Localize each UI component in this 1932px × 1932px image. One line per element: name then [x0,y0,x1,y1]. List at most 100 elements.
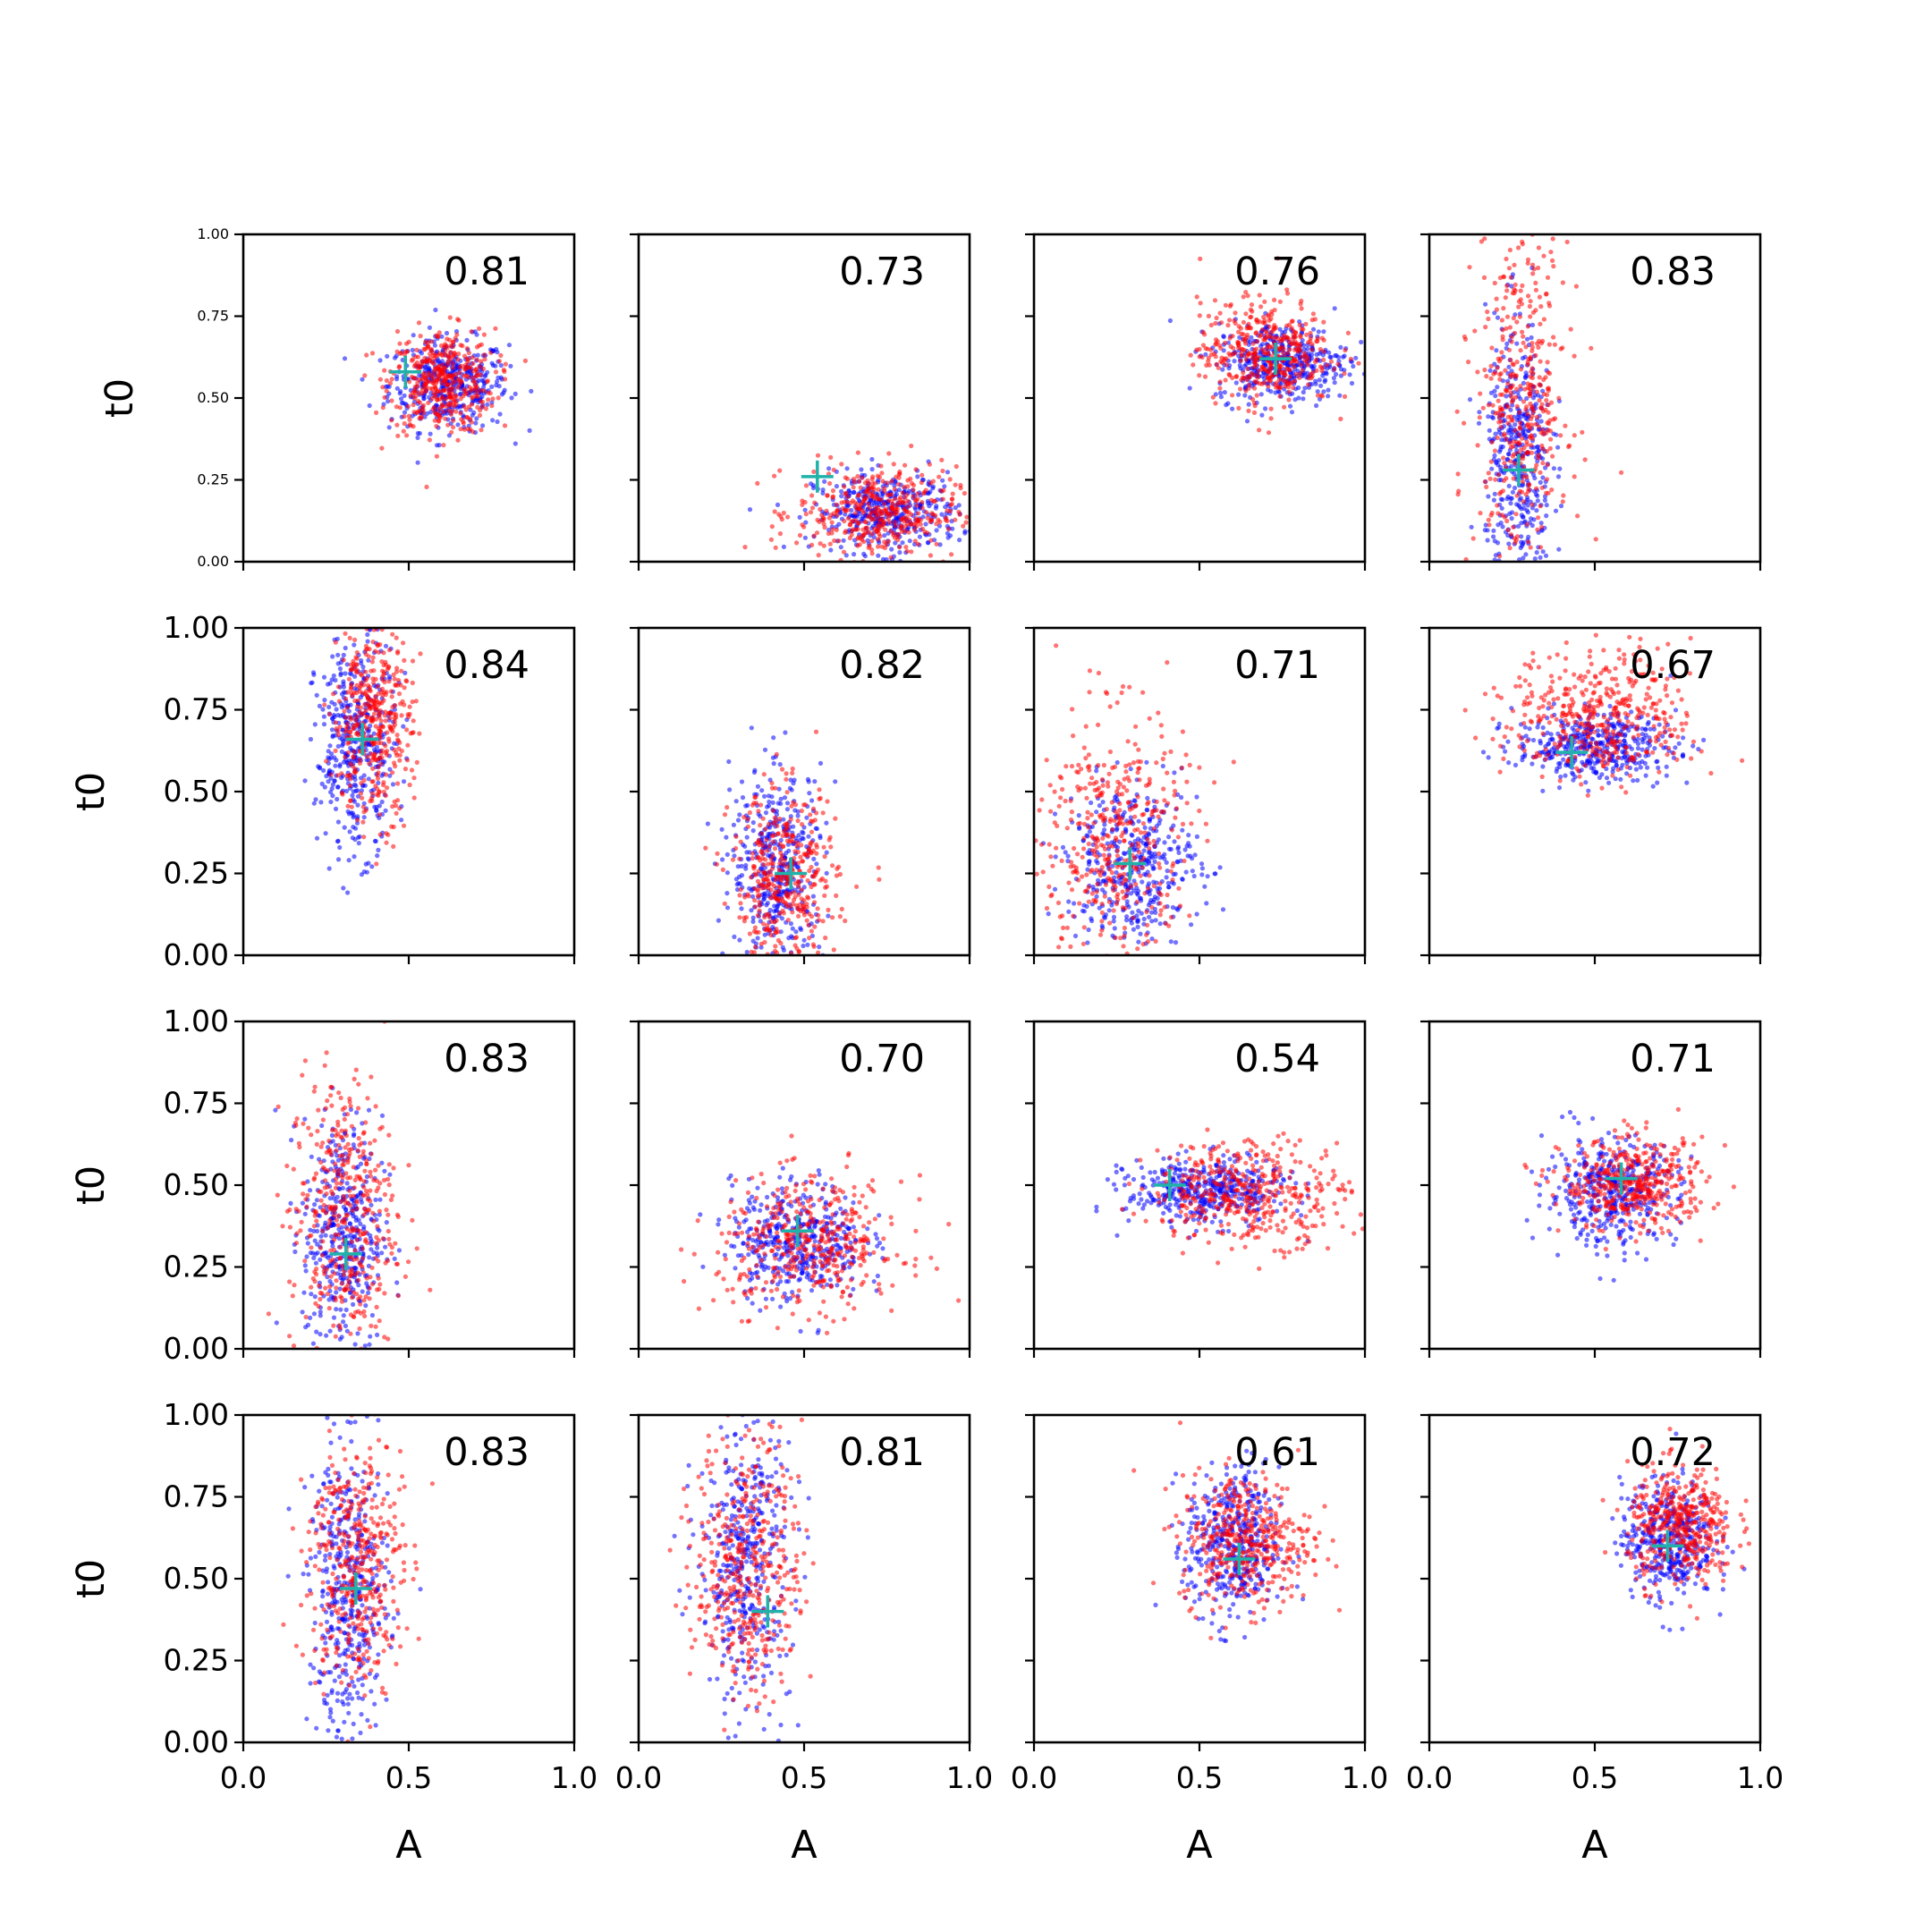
red-point [1551,335,1556,340]
red-point [421,370,427,377]
red-point [827,480,833,487]
red-point [1197,373,1202,378]
red-point [502,423,508,428]
red-point [1537,398,1542,403]
blue-point [818,984,822,988]
red-point [384,840,389,845]
blue-point [433,307,438,313]
red-point [818,795,823,801]
red-point [1482,236,1487,242]
red-point [781,510,786,516]
blue-point [1333,353,1338,359]
red-point [1519,489,1525,495]
red-point [842,519,847,524]
blue-point [1557,466,1563,471]
blue-point [332,778,337,784]
red-point [823,935,828,941]
blue-point [1225,401,1231,406]
red-point [790,766,795,772]
red-point [1287,374,1292,379]
red-point [945,508,950,513]
blue-point [940,478,945,483]
red-point [345,803,351,809]
red-point [362,373,368,378]
red-point [759,856,766,861]
blue-point [806,779,811,784]
red-point [470,402,475,407]
red-point [1281,350,1286,355]
red-point [339,771,344,776]
red-point [1223,377,1228,383]
red-point [820,518,826,523]
red-point [450,365,455,370]
red-point [1528,426,1533,431]
red-point [392,722,398,727]
blue-point [365,631,370,638]
red-point [826,515,833,521]
red-point [810,806,817,811]
red-point [441,387,446,393]
red-point [1530,262,1536,267]
blue-point [1528,567,1532,572]
red-point [375,773,380,778]
red-point [979,520,983,524]
blue-point [1486,414,1491,419]
red-point [394,810,399,816]
red-point [361,777,367,784]
red-point [1512,262,1517,267]
red-point [1297,375,1302,380]
y-tick-label: 0.25 [197,471,229,488]
red-point [427,437,432,443]
red-point [1538,202,1542,207]
red-point [1217,379,1223,385]
red-point [377,832,383,837]
blue-point [1555,445,1561,450]
red-point [1216,365,1221,370]
red-point [1233,310,1238,316]
red-point [345,690,351,695]
red-point [750,856,755,861]
blue-point [892,483,897,488]
blue-point [762,891,767,896]
red-point [1489,439,1495,445]
blue-point [1538,479,1543,486]
red-point [799,808,805,814]
blue-point [1526,563,1530,567]
blue-point [1514,502,1520,507]
red-point [417,377,422,383]
red-point [825,493,830,498]
red-point [882,486,887,491]
red-point [1511,571,1515,575]
red-point [1286,339,1292,344]
red-point [1520,479,1526,485]
blue-point [489,400,495,405]
blue-point [795,865,801,870]
red-point [1517,314,1522,319]
red-point [1303,321,1309,326]
red-point [348,686,353,691]
red-point [1546,342,1552,347]
red-point [1238,326,1243,331]
red-point [1538,169,1543,174]
red-point [1556,395,1562,401]
red-point [866,501,871,507]
red-point [354,649,360,656]
red-point [911,494,916,499]
red-point [1312,360,1318,365]
red-point [456,318,462,323]
red-point [767,882,772,887]
blue-point [401,779,407,784]
red-point [354,662,360,667]
red-point [414,360,420,366]
red-point [384,662,389,667]
red-point [1295,349,1301,354]
blue-point [318,765,323,770]
red-point [1530,271,1536,276]
red-point [912,497,918,503]
red-point [373,724,378,729]
red-point [856,492,862,497]
red-point [756,854,761,860]
blue-point [1491,528,1496,533]
red-point [477,364,483,369]
red-point [1496,511,1501,516]
